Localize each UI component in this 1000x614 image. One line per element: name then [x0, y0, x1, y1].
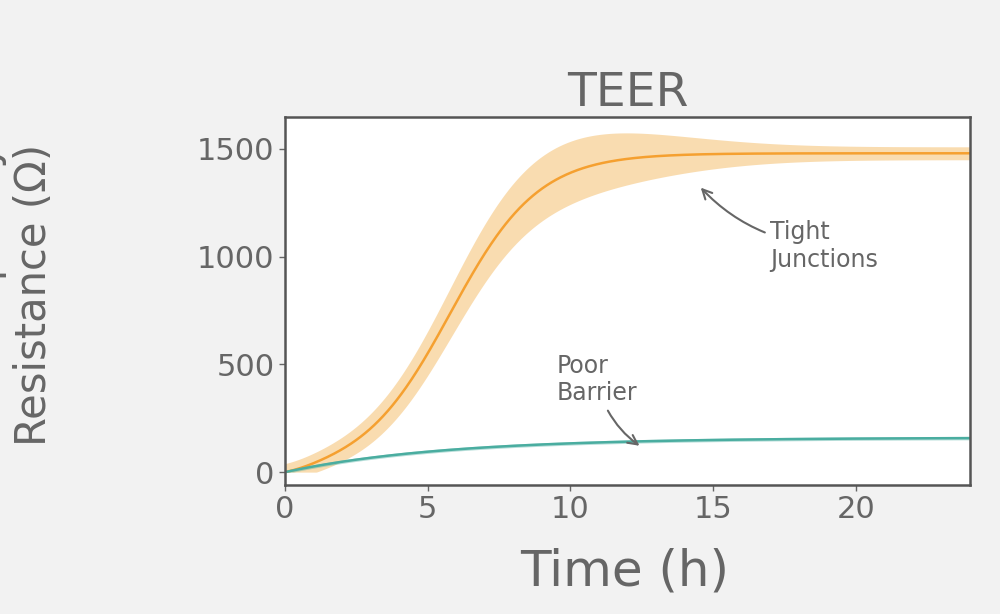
Text: Low frequency
Resistance (Ω): Low frequency Resistance (Ω) — [0, 142, 55, 447]
Text: Poor
Barrier: Poor Barrier — [556, 354, 638, 445]
Text: Tight
Junctions: Tight Junctions — [702, 189, 878, 272]
Text: Time (h): Time (h) — [520, 548, 730, 596]
Title: TEER: TEER — [567, 71, 688, 115]
